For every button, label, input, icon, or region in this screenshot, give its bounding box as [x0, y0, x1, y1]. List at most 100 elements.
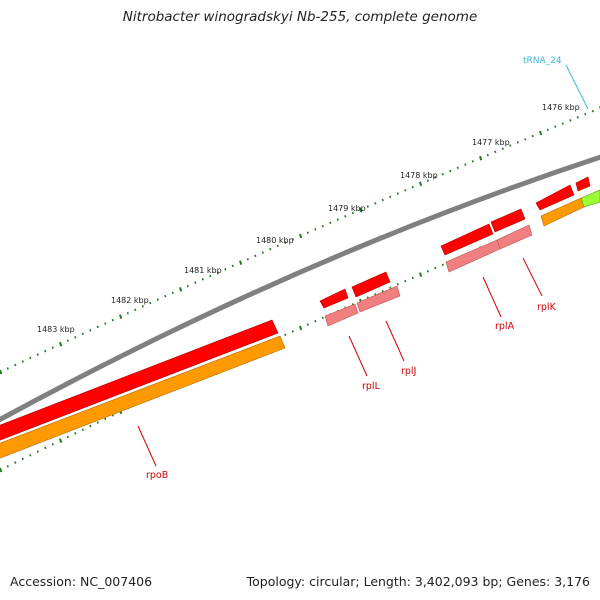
- cds-feature[interactable]: [535, 184, 575, 211]
- rpoB-gene[interactable]: [0, 335, 286, 462]
- minor-tick: [426, 179, 429, 182]
- minor-tick: [164, 294, 167, 298]
- minor-tick: [516, 141, 519, 144]
- major-tick: [299, 325, 303, 331]
- minor-tick: [29, 454, 32, 457]
- minor-tick: [231, 264, 234, 268]
- rplK-leader: [522, 257, 543, 297]
- minor-tick: [546, 128, 549, 132]
- rplA-cds[interactable]: [440, 223, 494, 256]
- minor-tick: [134, 308, 137, 312]
- minor-tick: [74, 432, 77, 435]
- minor-tick: [89, 424, 92, 428]
- minor-tick: [209, 274, 212, 278]
- trna-feature[interactable]: [580, 189, 600, 208]
- rplK-cds[interactable]: [490, 208, 526, 233]
- tRNA_24-label[interactable]: tRNA_24: [523, 56, 562, 66]
- ruler-label: 1476 kbp: [542, 103, 580, 112]
- minor-tick: [381, 198, 384, 202]
- minor-tick: [81, 428, 84, 432]
- minor-tick: [501, 147, 504, 150]
- minor-tick: [254, 254, 257, 258]
- rplA-leader: [482, 276, 502, 318]
- minor-tick: [411, 276, 414, 280]
- rplA-label[interactable]: rplA: [495, 321, 515, 332]
- rplL-label[interactable]: rplL: [362, 381, 381, 392]
- minor-tick: [584, 112, 587, 116]
- minor-tick: [509, 144, 512, 147]
- minor-tick: [336, 218, 339, 221]
- major-tick: [419, 272, 423, 277]
- minor-tick: [51, 443, 54, 446]
- major-tick: [119, 314, 123, 319]
- minor-tick: [486, 153, 489, 157]
- ruler-label: 1481 kbp: [184, 266, 222, 275]
- minor-tick: [276, 244, 279, 248]
- minor-tick: [411, 185, 414, 189]
- rpoB-cds[interactable]: [0, 319, 279, 444]
- minor-tick: [561, 122, 564, 125]
- ruler-label: 1482 kbp: [111, 296, 149, 305]
- minor-tick: [434, 266, 437, 270]
- major-tick: [179, 287, 183, 292]
- minor-tick: [306, 231, 309, 234]
- minor-tick: [246, 257, 249, 261]
- minor-tick: [441, 172, 444, 176]
- minor-tick: [351, 211, 354, 215]
- rpoB-label[interactable]: rpoB: [146, 470, 168, 481]
- minor-tick: [321, 316, 324, 320]
- minor-tick: [194, 281, 197, 284]
- minor-tick: [201, 278, 204, 281]
- minor-tick: [111, 318, 114, 322]
- minor-tick: [269, 247, 272, 251]
- minor-tick: [104, 322, 107, 325]
- tRNA_24-leader: [565, 64, 589, 110]
- rplL-cds[interactable]: [319, 288, 349, 309]
- minor-tick: [96, 421, 99, 424]
- minor-tick: [29, 356, 32, 360]
- rplL-gene[interactable]: [324, 303, 359, 327]
- major-tick: [299, 233, 303, 239]
- cds-feature[interactable]: [575, 176, 591, 192]
- rplL-leader: [348, 335, 368, 377]
- rplJ-gene[interactable]: [356, 285, 401, 313]
- minor-tick: [321, 224, 324, 228]
- rplJ-cds[interactable]: [351, 271, 391, 298]
- major-tick: [59, 341, 63, 347]
- ruler-label: 1483 kbp: [37, 325, 75, 334]
- minor-tick: [314, 228, 317, 231]
- minor-tick: [576, 116, 579, 119]
- minor-tick: [291, 238, 294, 241]
- minor-tick: [149, 301, 152, 305]
- rplJ-label[interactable]: rplJ: [401, 366, 416, 377]
- minor-tick: [284, 241, 287, 244]
- minor-tick: [89, 329, 92, 332]
- minor-tick: [216, 271, 219, 274]
- minor-tick: [44, 349, 47, 353]
- rplK-label[interactable]: rplK: [537, 302, 557, 313]
- minor-tick: [456, 166, 459, 170]
- minor-tick: [464, 163, 467, 166]
- minor-tick: [44, 446, 47, 450]
- major-tick: [0, 467, 3, 473]
- minor-tick: [104, 417, 107, 421]
- minor-tick: [426, 270, 429, 273]
- genome-backbone: [0, 154, 600, 423]
- minor-tick: [66, 339, 69, 342]
- minor-tick: [396, 192, 399, 195]
- minor-tick: [36, 353, 39, 356]
- minor-tick: [36, 450, 39, 453]
- minor-tick: [434, 176, 437, 179]
- major-tick: [539, 130, 543, 136]
- rplK-gene[interactable]: [496, 224, 533, 250]
- ruler-label: 1477 kbp: [472, 138, 510, 147]
- map-title: Nitrobacter winogradskyi Nb-255, complet…: [122, 9, 478, 25]
- minor-tick: [6, 367, 9, 370]
- minor-tick: [21, 360, 24, 363]
- minor-tick: [74, 336, 77, 339]
- minor-tick: [171, 291, 174, 295]
- minor-tick: [261, 251, 264, 254]
- minor-tick: [14, 363, 17, 367]
- major-tick: [359, 207, 363, 213]
